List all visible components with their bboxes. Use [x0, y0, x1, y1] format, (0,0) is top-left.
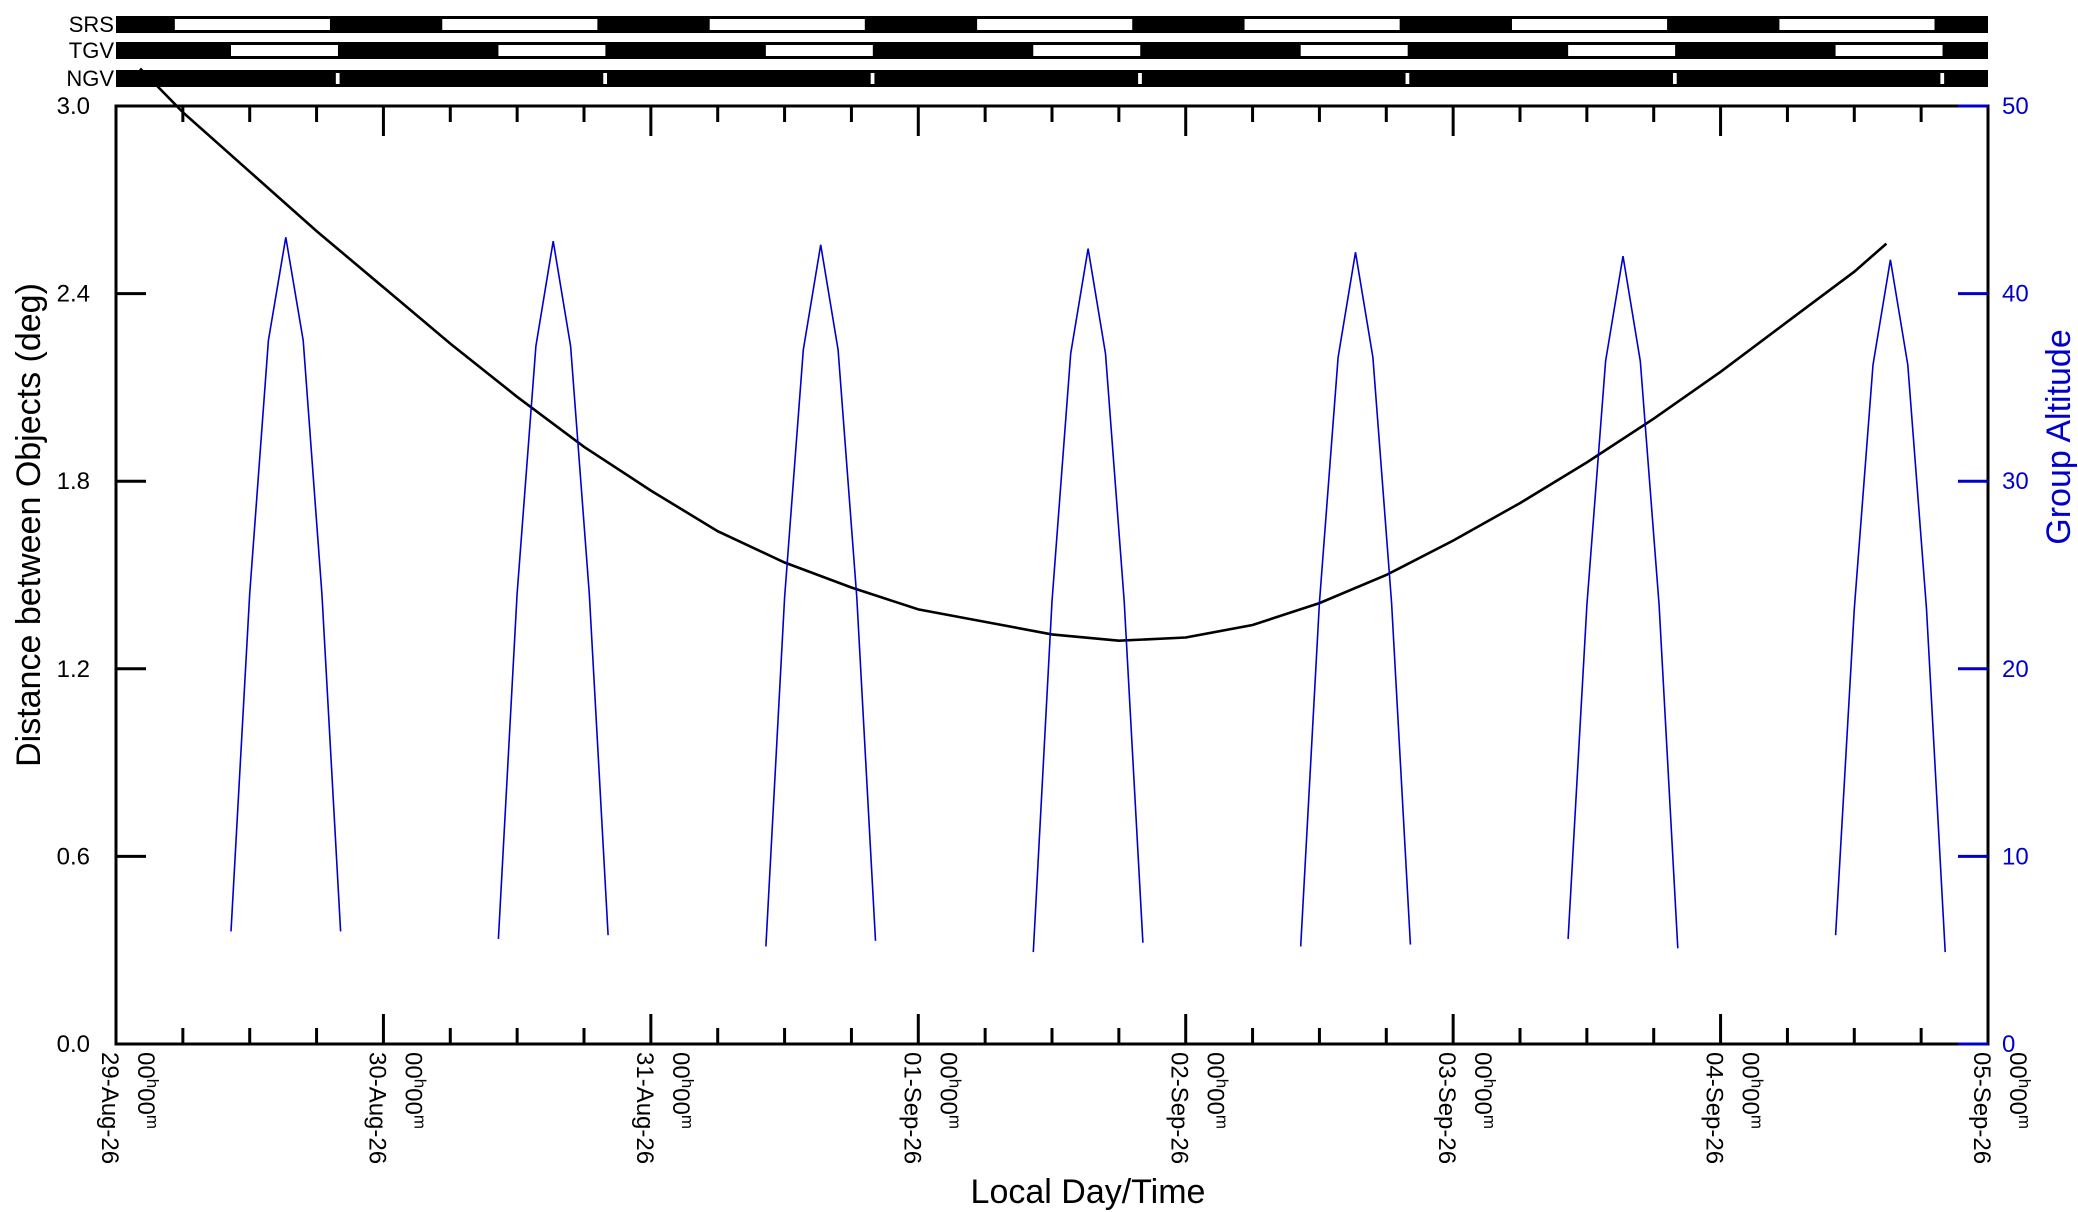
y2-tick-label: 20 — [2002, 656, 2029, 683]
x-tick-label: 02-Sep-26 00h00m — [1166, 1052, 1232, 1164]
status-bar-segment — [1033, 45, 1141, 56]
status-bar-segment — [1511, 19, 1668, 30]
y-tick-label: 1.2 — [57, 656, 90, 683]
x-tick-date: 04-Sep-26 — [1701, 1052, 1728, 1164]
y-axis-label: Distance between Objects (deg) — [10, 283, 48, 767]
status-bar-segment — [498, 45, 606, 56]
x-tick-label: 03-Sep-26 00h00m — [1433, 1052, 1499, 1164]
y2-tick-label: 50 — [2002, 93, 2029, 120]
x-tick-label: 05-Sep-26 00h00m — [1968, 1052, 2034, 1164]
status-bar-segment — [1940, 73, 1945, 84]
x-tick-time: 00h00m — [1202, 1052, 1232, 1129]
status-bar-label: SRS — [69, 12, 114, 37]
status-bar-segment — [1779, 19, 1935, 30]
y2-tick-label: 0 — [2002, 1031, 2015, 1058]
x-tick-time: 00h00m — [934, 1052, 964, 1129]
x-tick-time: 00h00m — [1469, 1052, 1499, 1129]
status-bar-segment — [442, 19, 598, 30]
y-tick-label: 0.6 — [57, 843, 90, 870]
x-tick-date: 01-Sep-26 — [898, 1052, 925, 1164]
series-group — [139, 67, 1946, 953]
y-tick-label: 1.8 — [57, 468, 90, 495]
y2-axis-label: Group Altitude — [2040, 329, 2078, 544]
x-tick-time: 00h00m — [399, 1052, 429, 1129]
x-tick-label: 31-Aug-26 00h00m — [631, 1052, 697, 1164]
x-tick-date: 02-Sep-26 — [1166, 1052, 1193, 1164]
altitude-series-line — [230, 237, 1946, 953]
y2-tick-label: 30 — [2002, 468, 2029, 495]
status-bar-segment — [1672, 73, 1677, 84]
x-tick-label: 01-Sep-26 00h00m — [898, 1052, 964, 1164]
x-tick-date: 30-Aug-26 — [363, 1052, 390, 1164]
status-bar-segment — [977, 19, 1133, 30]
status-bar-segment — [1568, 45, 1676, 56]
x-tick-label: 04-Sep-26 00h00m — [1701, 1052, 1767, 1164]
status-bar-segment — [335, 73, 340, 84]
plot-border — [114, 104, 1990, 1046]
y2-tick-label: 10 — [2002, 843, 2029, 870]
status-bar-segment — [1835, 45, 1943, 56]
y-tick-label: 0.0 — [57, 1031, 90, 1058]
status-bar-ngv — [116, 70, 1988, 87]
y-tick-label: 2.4 — [57, 281, 90, 308]
status-bar-segment — [765, 45, 873, 56]
plot-frame — [114, 104, 1990, 1046]
x-tick-time: 00h00m — [1737, 1052, 1767, 1129]
x-tick-date: 03-Sep-26 — [1433, 1052, 1460, 1164]
y2-tick-label: 40 — [2002, 281, 2029, 308]
x-tick-label: 29-Aug-26 00h00m — [96, 1052, 162, 1164]
y-tick-label: 3.0 — [57, 93, 90, 120]
x-tick-date: 31-Aug-26 — [631, 1052, 658, 1164]
distance-series-line — [139, 67, 1888, 643]
status-bar-label: TGV — [69, 38, 115, 63]
x-tick-label: 30-Aug-26 00h00m — [363, 1052, 429, 1164]
status-bar-segment — [603, 73, 607, 84]
x-tick-time: 00h00m — [132, 1052, 162, 1129]
status-bar-segment — [1405, 73, 1410, 84]
x-tick-time: 00h00m — [2004, 1052, 2034, 1129]
status-bar-segment — [1138, 73, 1142, 84]
x-tick-date: 05-Sep-26 — [1968, 1052, 1995, 1164]
status-bar-segment — [230, 45, 338, 56]
axis-ticks: 29-Aug-26 00h00m 30-Aug-26 00h00m 31-Aug-26 0… — [57, 93, 2034, 1164]
status-bar-segment — [1244, 19, 1400, 30]
status-bar-segment — [870, 73, 875, 84]
x-tick-time: 00h00m — [667, 1052, 697, 1129]
status-bar-segment — [174, 19, 330, 30]
status-bar-label: NGV — [66, 66, 114, 91]
status-bar-segment — [1300, 45, 1408, 56]
x-axis-label: Local Day/Time — [971, 1173, 1206, 1211]
x-tick-date: 29-Aug-26 — [96, 1052, 123, 1164]
status-bar-segment — [709, 19, 865, 30]
